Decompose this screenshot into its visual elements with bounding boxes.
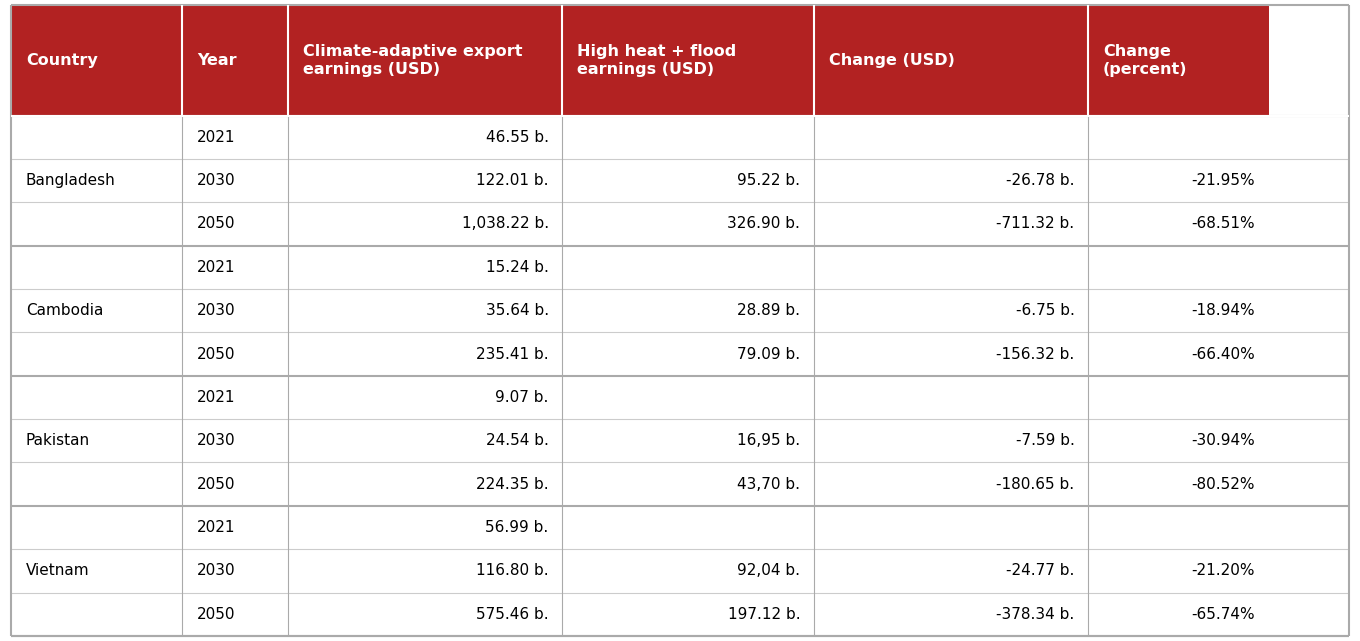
- Text: -65.74%: -65.74%: [1191, 606, 1255, 622]
- Bar: [11, 506, 1349, 549]
- Text: 79.09 b.: 79.09 b.: [737, 347, 800, 362]
- Text: -180.65 b.: -180.65 b.: [997, 477, 1074, 492]
- Text: Change
(percent): Change (percent): [1103, 44, 1187, 76]
- Bar: [11, 5, 182, 115]
- Text: Country: Country: [26, 53, 98, 68]
- Text: Year: Year: [197, 53, 237, 68]
- Text: Bangladesh: Bangladesh: [26, 173, 116, 188]
- Text: 122.01 b.: 122.01 b.: [476, 173, 548, 188]
- Bar: [11, 462, 1349, 506]
- Bar: [182, 5, 288, 115]
- Bar: [11, 549, 1349, 592]
- Bar: [288, 5, 562, 115]
- Text: 2050: 2050: [197, 477, 235, 492]
- Bar: [11, 115, 1349, 159]
- Bar: [11, 592, 1349, 636]
- Text: 16,95 b.: 16,95 b.: [737, 433, 800, 448]
- Bar: [11, 246, 1349, 289]
- Text: 9.07 b.: 9.07 b.: [495, 390, 548, 405]
- Text: -711.32 b.: -711.32 b.: [997, 217, 1074, 231]
- Text: 575.46 b.: 575.46 b.: [476, 606, 548, 622]
- Bar: [11, 203, 1349, 246]
- Bar: [11, 159, 1349, 203]
- Bar: [11, 376, 1349, 419]
- Text: -156.32 b.: -156.32 b.: [997, 347, 1074, 362]
- Text: 2021: 2021: [197, 129, 235, 145]
- Text: High heat + flood
earnings (USD): High heat + flood earnings (USD): [577, 44, 737, 76]
- Text: -378.34 b.: -378.34 b.: [997, 606, 1074, 622]
- Bar: [1088, 5, 1269, 115]
- Text: -66.40%: -66.40%: [1191, 347, 1255, 362]
- Text: 224.35 b.: 224.35 b.: [476, 477, 548, 492]
- Text: -21.95%: -21.95%: [1191, 173, 1255, 188]
- Text: -68.51%: -68.51%: [1191, 217, 1255, 231]
- Text: 35.64 b.: 35.64 b.: [486, 303, 548, 318]
- Text: 28.89 b.: 28.89 b.: [737, 303, 800, 318]
- Text: 43,70 b.: 43,70 b.: [737, 477, 800, 492]
- Text: Climate-adaptive export
earnings (USD): Climate-adaptive export earnings (USD): [303, 44, 522, 76]
- Text: -80.52%: -80.52%: [1191, 477, 1255, 492]
- Text: Change (USD): Change (USD): [828, 53, 955, 68]
- Bar: [11, 332, 1349, 376]
- Text: 2021: 2021: [197, 390, 235, 405]
- Text: -18.94%: -18.94%: [1191, 303, 1255, 318]
- Text: 2021: 2021: [197, 520, 235, 535]
- Text: 2030: 2030: [197, 433, 235, 448]
- Text: Vietnam: Vietnam: [26, 563, 90, 578]
- Text: -30.94%: -30.94%: [1191, 433, 1255, 448]
- Bar: [11, 289, 1349, 332]
- Bar: [11, 419, 1349, 462]
- Bar: [562, 5, 813, 115]
- Text: 95.22 b.: 95.22 b.: [737, 173, 800, 188]
- Text: 2030: 2030: [197, 563, 235, 578]
- Bar: [813, 5, 1088, 115]
- Text: 2030: 2030: [197, 303, 235, 318]
- Text: 24.54 b.: 24.54 b.: [486, 433, 548, 448]
- Text: 197.12 b.: 197.12 b.: [728, 606, 800, 622]
- Text: 2050: 2050: [197, 347, 235, 362]
- Text: 2050: 2050: [197, 217, 235, 231]
- Text: 1,038.22 b.: 1,038.22 b.: [461, 217, 548, 231]
- Text: 2030: 2030: [197, 173, 235, 188]
- Text: 56.99 b.: 56.99 b.: [486, 520, 548, 535]
- Text: -24.77 b.: -24.77 b.: [1006, 563, 1074, 578]
- Text: 116.80 b.: 116.80 b.: [476, 563, 548, 578]
- Text: Cambodia: Cambodia: [26, 303, 103, 318]
- Text: 235.41 b.: 235.41 b.: [476, 347, 548, 362]
- Text: Pakistan: Pakistan: [26, 433, 90, 448]
- Text: 2050: 2050: [197, 606, 235, 622]
- Text: 326.90 b.: 326.90 b.: [728, 217, 800, 231]
- Text: -26.78 b.: -26.78 b.: [1006, 173, 1074, 188]
- Text: 46.55 b.: 46.55 b.: [486, 129, 548, 145]
- Text: 92,04 b.: 92,04 b.: [737, 563, 800, 578]
- Text: -6.75 b.: -6.75 b.: [1016, 303, 1074, 318]
- Text: 15.24 b.: 15.24 b.: [486, 260, 548, 275]
- Text: -7.59 b.: -7.59 b.: [1016, 433, 1074, 448]
- Text: -21.20%: -21.20%: [1191, 563, 1255, 578]
- Text: 2021: 2021: [197, 260, 235, 275]
